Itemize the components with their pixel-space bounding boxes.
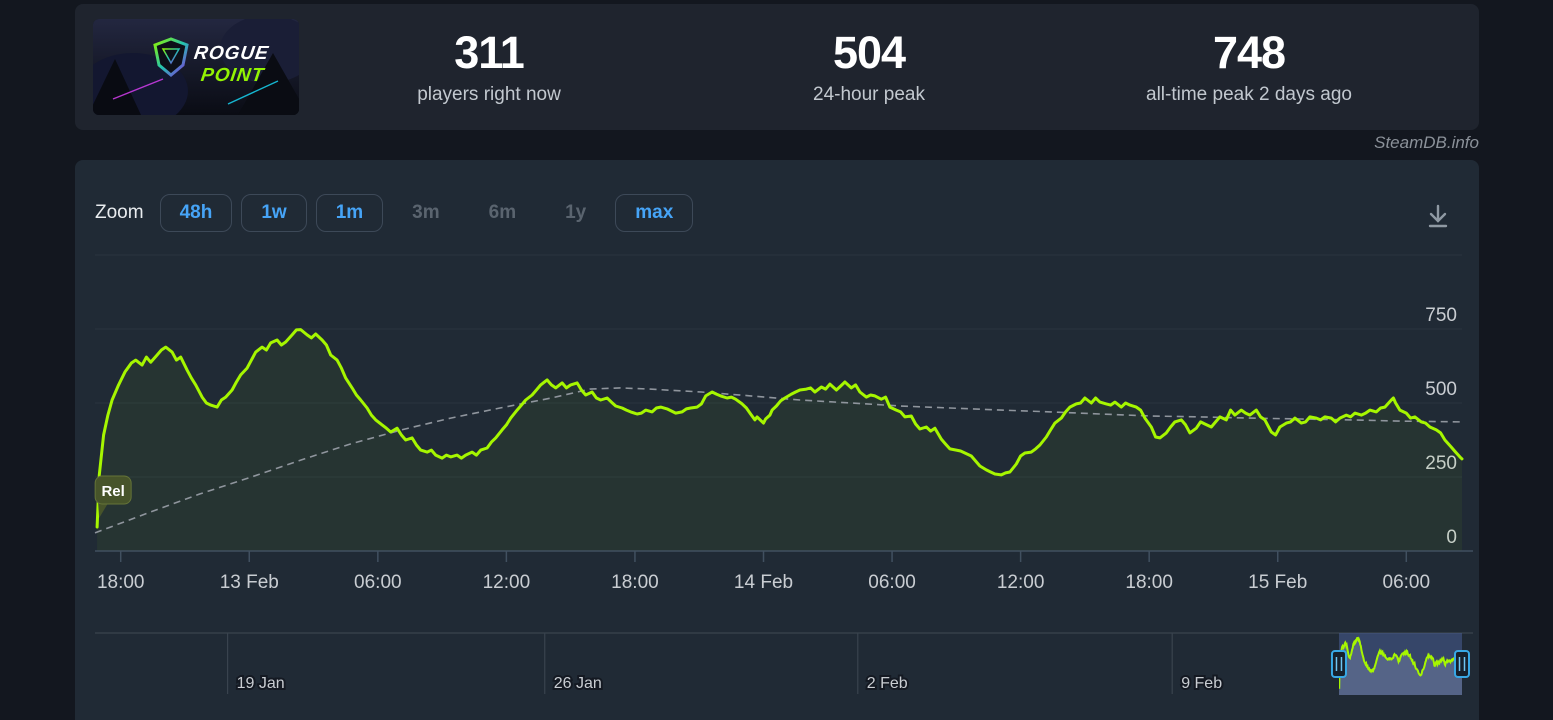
stat-24h-peak-value: 504	[832, 27, 906, 79]
zoom-button-1w[interactable]: 1w	[241, 194, 307, 232]
navigator-selection[interactable]	[1338, 633, 1462, 695]
x-axis-label: 12:00	[997, 572, 1045, 593]
banner-logo-gem-icon	[153, 37, 189, 77]
zoom-button-1m[interactable]: 1m	[315, 194, 384, 232]
svg-text:POINT: POINT	[200, 65, 266, 86]
x-axis-label: 06:00	[1383, 572, 1431, 593]
navigator-handle-left-grip-box	[1330, 650, 1347, 678]
download-button[interactable]	[1423, 202, 1453, 232]
x-axis-label: 12:00	[483, 572, 531, 593]
stat-24h-peak: 504 24-hour peak	[679, 28, 1059, 106]
release-flag-label: Rel	[101, 483, 124, 500]
y-axis-label: 0	[1446, 527, 1457, 548]
release-flag-box	[94, 475, 132, 505]
svg-text:ROGUE: ROGUE	[193, 43, 271, 64]
x-axis-label: 15 Feb	[1248, 572, 1307, 593]
players-line	[95, 328, 1464, 529]
stat-players-now: 311 players right now	[299, 28, 679, 106]
stat-alltime-peak: 748 all-time peak 2 days ago	[1059, 28, 1439, 106]
y-axis-label: 250	[1425, 453, 1457, 474]
zoom-button-48h[interactable]: 48h	[159, 194, 233, 232]
navigator-label: 26 Jan	[554, 675, 602, 692]
zoom-toolbar: Zoom 48h 1w 1m 3m 6m 1y max	[95, 194, 702, 232]
trend-line	[94, 387, 1463, 534]
stat-alltime-peak-label: all-time peak 2 days ago	[1146, 83, 1352, 105]
game-stats-card: ROGUE POINT 311 players right now 504 24…	[75, 4, 1479, 130]
y-axis-label: 500	[1425, 379, 1457, 400]
zoom-label: Zoom	[95, 202, 144, 223]
navigator-mini-line	[1338, 636, 1462, 689]
stat-24h-peak-label: 24-hour peak	[813, 83, 925, 105]
stats-row: 311 players right now 504 24-hour peak 7…	[299, 28, 1479, 106]
stat-alltime-peak-value: 748	[1212, 27, 1286, 79]
x-axis-label: 06:00	[868, 572, 916, 593]
navigator-label: 19 Jan	[237, 675, 285, 692]
stat-players-now-value: 311	[454, 27, 525, 79]
navigator-label: 9 Feb	[1181, 675, 1222, 692]
player-count-chart[interactable]: 0 250 500 750 Rel 18:00 13 Feb 06:00 12:00 18:00 1…	[75, 245, 1479, 720]
y-axis-label: 750	[1425, 305, 1457, 326]
release-flag: Rel	[94, 475, 132, 518]
navigator-label: 2 Feb	[867, 675, 908, 692]
zoom-button-1y: 1y	[545, 194, 606, 232]
stat-players-now-label: players right now	[417, 83, 561, 105]
x-axis-label: 18:00	[1125, 572, 1173, 593]
x-axis-label: 06:00	[354, 572, 402, 593]
game-banner-art: ROGUE POINT	[93, 19, 299, 115]
chart-panel: Zoom 48h 1w 1m 3m 6m 1y max 0 250 500 750 Re…	[75, 160, 1479, 720]
zoom-button-max[interactable]: max	[615, 194, 694, 232]
steamdb-watermark: SteamDB.info	[1374, 133, 1479, 152]
download-icon	[1428, 204, 1448, 228]
zoom-button-3m: 3m	[392, 194, 459, 232]
players-area	[97, 329, 1463, 551]
zoom-button-6m: 6m	[469, 194, 536, 232]
navigator-handle-right-grip-box	[1454, 650, 1470, 678]
release-flag-pointer	[98, 503, 109, 518]
navigator-handle-right[interactable]	[1454, 650, 1470, 678]
navigator-handle-left[interactable]	[1330, 650, 1347, 678]
x-axis-label: 18:00	[611, 572, 659, 593]
x-axis-label: 18:00	[97, 572, 145, 593]
banner-title: ROGUE POINT	[193, 43, 271, 86]
x-axis-label: 13 Feb	[220, 572, 279, 593]
x-axis-label: 14 Feb	[734, 572, 793, 593]
game-banner: ROGUE POINT	[93, 19, 299, 115]
